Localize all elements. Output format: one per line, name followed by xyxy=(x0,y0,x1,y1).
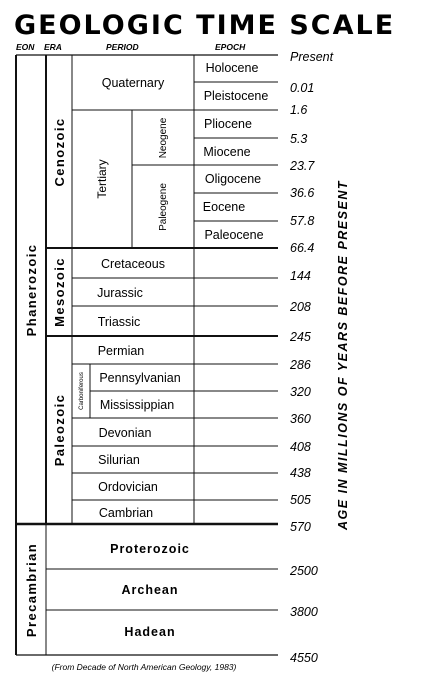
age-label: 66.4 xyxy=(290,241,314,255)
period-quaternary: Quaternary xyxy=(102,76,165,90)
period-jurassic: Jurassic xyxy=(97,286,143,300)
age-label: 438 xyxy=(290,466,311,480)
era-paleozoic: Paleozoic xyxy=(52,394,67,467)
subperiod-paleogene: Paleogene xyxy=(158,183,169,231)
age-label: 570 xyxy=(290,520,311,534)
age-label: 505 xyxy=(290,493,311,507)
period-ordovician: Ordovician xyxy=(98,480,158,494)
period-devonian: Devonian xyxy=(99,426,152,440)
age-label: 23.7 xyxy=(289,159,315,173)
age-label: 360 xyxy=(290,412,311,426)
age-label: 1.6 xyxy=(290,103,307,117)
age-label: 0.01 xyxy=(290,81,314,95)
epoch-holocene: Holocene xyxy=(206,61,259,75)
age-label: 2500 xyxy=(289,564,318,578)
period-permian: Permian xyxy=(98,344,145,358)
epoch-eocene: Eocene xyxy=(203,200,245,214)
age-label: Present xyxy=(290,50,334,64)
eon-phanerozoic: Phanerozoic xyxy=(24,244,39,337)
table-grid xyxy=(15,54,278,656)
age-label: 408 xyxy=(290,440,311,454)
division-hadean: Hadean xyxy=(124,625,175,639)
header-era: ERA xyxy=(44,42,62,52)
period-cretaceous: Cretaceous xyxy=(101,257,165,271)
age-label: 3800 xyxy=(290,605,318,619)
header-period: PERIOD xyxy=(106,42,139,52)
header-eon: EON xyxy=(16,42,35,52)
period-triassic: Triassic xyxy=(98,315,141,329)
header-epoch: EPOCH xyxy=(215,42,246,52)
age-label: 5.3 xyxy=(290,132,307,146)
period-pennsylvanian: Pennsylvanian xyxy=(99,371,180,385)
epoch-oligocene: Oligocene xyxy=(205,172,261,186)
period-mississippian: Mississippian xyxy=(100,398,174,412)
division-proterozoic: Proterozoic xyxy=(110,542,190,556)
period-carboniferous: Carboniferous xyxy=(79,372,85,410)
age-label: 57.8 xyxy=(290,214,314,228)
epoch-pleistocene: Pleistocene xyxy=(204,89,269,103)
age-label: 245 xyxy=(289,330,311,344)
chart-title: GEOLOGIC TIME SCALE xyxy=(14,10,395,41)
age-label: 286 xyxy=(289,358,311,372)
age-label: 144 xyxy=(290,269,311,283)
period-tertiary: Tertiary xyxy=(95,159,109,198)
epoch-pliocene: Pliocene xyxy=(204,117,252,131)
axis-label: AGE IN MILLIONS OF YEARS BEFORE PRESENT xyxy=(336,180,350,531)
epoch-paleocene: Paleocene xyxy=(204,228,263,242)
period-silurian: Silurian xyxy=(98,453,140,467)
age-label: 4550 xyxy=(290,651,318,665)
epoch-miocene: Miocene xyxy=(203,145,250,159)
age-label: 36.6 xyxy=(290,186,314,200)
age-label: 208 xyxy=(289,300,311,314)
eon-precambrian: Precambrian xyxy=(24,543,39,637)
era-mesozoic: Mesozoic xyxy=(52,257,67,327)
period-cambrian: Cambrian xyxy=(99,506,153,520)
age-label: 320 xyxy=(290,385,311,399)
division-archean: Archean xyxy=(121,583,178,597)
era-cenozoic: Cenozoic xyxy=(52,118,67,187)
subperiod-neogene: Neogene xyxy=(158,117,169,158)
citation: (From Decade of North American Geology, … xyxy=(52,662,237,672)
